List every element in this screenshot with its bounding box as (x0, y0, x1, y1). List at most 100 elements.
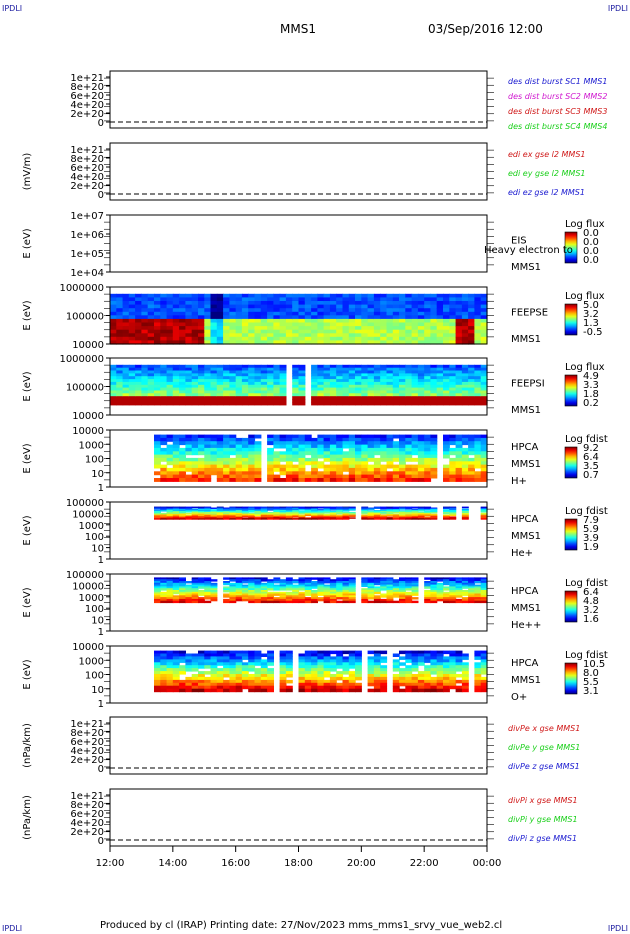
heatmap-cell (273, 315, 281, 320)
heatmap-cell (235, 510, 243, 512)
heatmap-cell (399, 474, 406, 479)
heatmap-cell (248, 579, 256, 582)
heatmap-cell (323, 668, 331, 672)
heatmap-cell (235, 381, 243, 386)
heatmap-cell (160, 671, 168, 675)
heatmap-cell (223, 478, 230, 482)
heatmap-cell (191, 308, 199, 313)
heatmap-cell (166, 590, 174, 593)
heatmap-cell (336, 511, 344, 514)
heatmap-cell (386, 593, 394, 596)
heatmap-cell (474, 441, 482, 446)
heatmap-cell (367, 301, 375, 306)
heatmap-cell (235, 467, 243, 472)
heatmap-cell (260, 304, 268, 309)
heatmap-cell (235, 674, 243, 678)
heatmap-cell (367, 373, 375, 377)
heatmap-cell (474, 593, 482, 596)
heatmap-cell (367, 579, 375, 582)
heatmap-cell (198, 387, 205, 392)
heatmap-cell (116, 340, 124, 345)
heatmap-cell (373, 653, 381, 657)
heatmap-cell (411, 668, 419, 672)
heatmap-cell (154, 376, 161, 380)
heatmap-cell (216, 437, 224, 442)
heatmap-cell (179, 437, 186, 442)
heatmap-cell (405, 682, 413, 687)
heatmap-cell (154, 464, 161, 469)
heatmap-cell (254, 467, 262, 472)
heatmap-cell (185, 390, 193, 394)
heatmap-cell (449, 685, 457, 690)
heatmap-cell (455, 579, 463, 582)
heatmap-cell (229, 457, 237, 462)
heatmap-cell (285, 513, 293, 516)
heatmap-cell (273, 509, 281, 511)
heatmap-cell (204, 444, 212, 449)
y-tick-label: 10000 (72, 509, 104, 520)
heatmap-cell (480, 441, 488, 446)
heatmap-cell (373, 518, 381, 520)
heatmap-cell (285, 685, 293, 690)
heatmap-cell (241, 508, 249, 510)
heatmap-cell (449, 579, 457, 582)
heatmap-cell (430, 685, 438, 690)
heatmap-cell (260, 401, 268, 406)
heatmap-cell (154, 679, 161, 684)
heatmap-cell (279, 454, 287, 459)
y-tick-label: 0 (98, 118, 104, 129)
heatmap-cell (317, 656, 325, 660)
heatmap-cell (323, 581, 331, 584)
heatmap-cell (267, 514, 274, 517)
heatmap-cell (348, 600, 356, 604)
heatmap-cell (386, 509, 394, 511)
heatmap-cell (399, 511, 406, 514)
heatmap-cell (461, 329, 469, 334)
heatmap-cell (179, 514, 186, 517)
heatmap-cell (166, 514, 174, 517)
heatmap-cell (461, 676, 469, 681)
heatmap-cell (285, 301, 293, 306)
heatmap-cell (229, 399, 237, 403)
heatmap-cell (436, 315, 444, 320)
heatmap-cell (128, 399, 136, 403)
heatmap-cell (480, 396, 488, 400)
heatmap-cell (342, 304, 350, 309)
heatmap-cell (367, 509, 375, 511)
heatmap-cell (424, 688, 432, 693)
heatmap-cell (172, 516, 180, 518)
heatmap-cell (373, 685, 381, 690)
y-tick-label: 1000 (79, 656, 104, 667)
heatmap-cell (405, 384, 413, 389)
heatmap-cell (229, 577, 237, 580)
heatmap-cell (430, 682, 438, 687)
heatmap-cell (480, 434, 488, 439)
heatmap-cell (116, 333, 124, 338)
legend-entry: des dist burst SC4 MMS4 (508, 122, 607, 131)
heatmap-cell (241, 665, 249, 669)
heatmap-cell (166, 600, 174, 604)
heatmap-cell (311, 518, 318, 520)
heatmap-cell (172, 517, 180, 519)
heatmap-cell (449, 665, 457, 669)
heatmap-cell (443, 301, 450, 306)
heatmap-cell (392, 509, 400, 511)
heatmap-cell (323, 370, 331, 374)
heatmap-cell (116, 329, 124, 334)
heatmap-cell (474, 595, 482, 598)
heatmap-cell (430, 379, 438, 383)
heatmap-cell (110, 336, 117, 341)
heatmap-cell (430, 671, 438, 675)
heatmap-cell (267, 478, 274, 482)
heatmap-cell (399, 434, 406, 439)
heatmap-cell (430, 373, 438, 377)
heatmap-cell (210, 467, 218, 472)
heatmap-cell (216, 517, 224, 519)
heatmap-cell (380, 516, 388, 518)
heatmap-cell (386, 581, 394, 584)
heatmap-cell (260, 659, 268, 663)
heatmap-cell (191, 336, 199, 341)
heatmap-cell (449, 509, 457, 511)
heatmap-cell (380, 679, 388, 684)
heatmap-cell (329, 595, 337, 598)
